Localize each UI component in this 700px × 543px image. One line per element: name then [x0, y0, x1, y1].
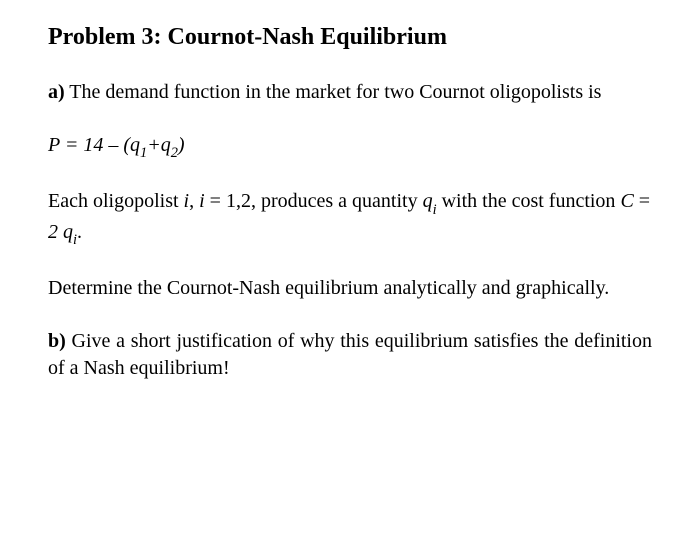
part-b-label: b) [48, 330, 66, 352]
equation-plus: +q [147, 134, 171, 156]
s2-q: q [423, 190, 433, 212]
equation-close: ) [178, 134, 185, 156]
part-a-intro: a) The demand function in the market for… [48, 79, 652, 106]
s2-C: C [620, 190, 633, 212]
s2-qi: i [433, 202, 437, 218]
cost-function-sentence: Each oligopolist i, i = 1,2, produces a … [48, 188, 652, 249]
equation-sub2: 2 [171, 145, 178, 161]
s2-part4: with the cost function [437, 190, 621, 212]
part-a-intro-text: The demand function in the market for tw… [65, 81, 602, 103]
s2-part5: = [634, 190, 650, 212]
s2-part3: = 1,2, produces a quantity [205, 190, 423, 212]
problem-title: Problem 3: Cournot-Nash Equilibrium [48, 24, 652, 51]
s2-dot: . [77, 221, 82, 243]
part-a-label: a) [48, 81, 65, 103]
determine-sentence: Determine the Cournot-Nash equilibrium a… [48, 275, 652, 302]
part-b: b) Give a short justification of why thi… [48, 328, 652, 382]
equation-lead: P = 14 – (q [48, 134, 140, 156]
s2-two: 2 q [48, 221, 73, 243]
s2-part2: , [189, 190, 199, 212]
demand-equation: P = 14 – (q1+q2) [48, 132, 652, 162]
s2-part1: Each oligopolist [48, 190, 184, 212]
equation-sub1: 1 [140, 145, 147, 161]
part-b-text: Give a short justification of why this e… [48, 330, 652, 379]
s2-ci: i [73, 232, 77, 248]
